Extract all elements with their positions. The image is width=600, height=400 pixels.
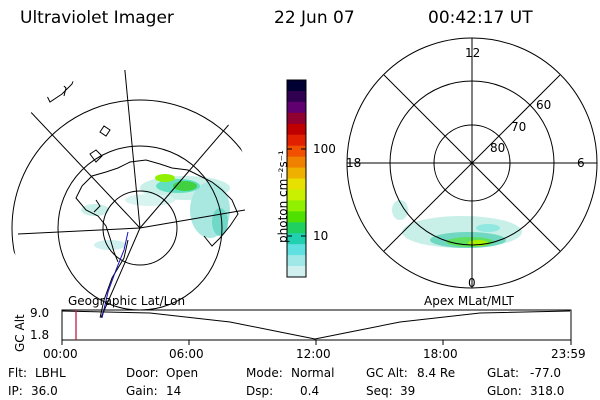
mlt-label-18: 18 — [346, 156, 362, 170]
altitude-strip — [61, 309, 572, 345]
right-caption: Apex MLat/MLT — [424, 294, 514, 308]
colorbar-frame — [286, 79, 307, 278]
colorbar-swatch — [287, 101, 306, 114]
aurora-emission-left — [81, 174, 230, 250]
polar-mlt-plot — [346, 37, 598, 289]
altitude-x-tick-0600: 06:00 — [169, 347, 204, 361]
status-ip-value: 36.0 — [31, 384, 58, 398]
mlat-label-60: 60 — [536, 98, 552, 112]
status-door-value: Open — [166, 366, 199, 380]
altitude-y-label: GC Alt — [13, 314, 27, 352]
mlt-label-0: 0 — [468, 276, 476, 290]
mlt-diag-2 — [383, 74, 561, 252]
status-gcalt-label: GC Alt: — [366, 366, 408, 380]
status-seq-value: 39 — [400, 384, 416, 398]
aurora-emission-right — [392, 200, 522, 248]
mlt-label-12: 12 — [465, 46, 481, 60]
altitude-curve — [61, 310, 571, 340]
mlt-label-6: 6 — [577, 156, 585, 170]
status-gain-value: 14 — [166, 384, 182, 398]
colorbar-swatch — [287, 156, 306, 169]
colorbar-swatch — [287, 189, 306, 201]
altitude-x-tick-0000: 00:00 — [43, 347, 78, 361]
status-flt-value: LBHL — [35, 366, 66, 380]
status-glon-value: 318.0 — [530, 384, 565, 398]
altitude-x-tick-1200: 12:00 — [296, 347, 331, 361]
status-door-label: Door: — [126, 366, 159, 380]
colorbar-swatch — [287, 112, 306, 125]
altitude-y-tick-1.8: 1.8 — [30, 328, 50, 342]
date-label: 22 Jun 07 — [274, 8, 355, 28]
status-mode-value: Normal — [291, 366, 335, 380]
status-ip-label: IP: — [8, 384, 23, 398]
mlat-label-70: 70 — [511, 120, 527, 134]
geographic-map — [0, 70, 250, 320]
status-gcalt-value: 8.4 Re — [417, 366, 456, 380]
colorbar-swatch — [287, 90, 306, 103]
status-dsp-value: 0.4 — [300, 384, 320, 398]
status-glat-label: GLat: — [487, 366, 520, 380]
colorbar-swatch — [287, 233, 306, 245]
altitude-x-tick-2359: 23:59 — [551, 347, 586, 361]
status-gain-label: Gain: — [126, 384, 158, 398]
colorbar-swatch — [287, 123, 306, 136]
instrument-title: Ultraviolet Imager — [20, 8, 174, 28]
colorbar-swatch — [287, 80, 306, 92]
colorbar-swatch — [287, 244, 306, 256]
colorbar-swatch — [287, 200, 306, 212]
colorbar-swatch — [287, 134, 306, 147]
colorbar-swatch — [287, 178, 306, 190]
altitude-x-ticks — [61, 340, 572, 345]
colorbar-swatch — [287, 211, 306, 223]
colorbar-label-10: 10 — [313, 229, 329, 243]
status-dsp-label: Dsp: — [246, 384, 274, 398]
colorbar — [287, 80, 306, 278]
altitude-y-tick-9: 9.0 — [30, 306, 50, 320]
colorbar-swatch — [287, 167, 306, 179]
time-label: 00:42:17 UT — [428, 8, 533, 28]
mlat-label-80: 80 — [490, 141, 506, 155]
status-glat-value: -77.0 — [530, 366, 562, 380]
left-caption: Geographic Lat/Lon — [68, 294, 186, 308]
colorbar-swatch — [287, 145, 306, 158]
status-glon-label: GLon: — [487, 384, 522, 398]
colorbar-swatch — [287, 255, 306, 267]
altitude-x-tick-1800: 18:00 — [423, 347, 458, 361]
colorbar-unit-label: photon cm⁻²s⁻¹ — [276, 150, 290, 243]
altitude-frame — [61, 309, 572, 341]
status-seq-label: Seq: — [366, 384, 393, 398]
status-flt-label: Flt: — [8, 366, 27, 380]
magnetic-meridian — [101, 231, 129, 319]
colorbar-swatch — [287, 266, 306, 278]
colorbar-swatch — [287, 222, 306, 234]
status-mode-label: Mode: — [246, 366, 283, 380]
colorbar-label-100: 100 — [313, 142, 336, 156]
